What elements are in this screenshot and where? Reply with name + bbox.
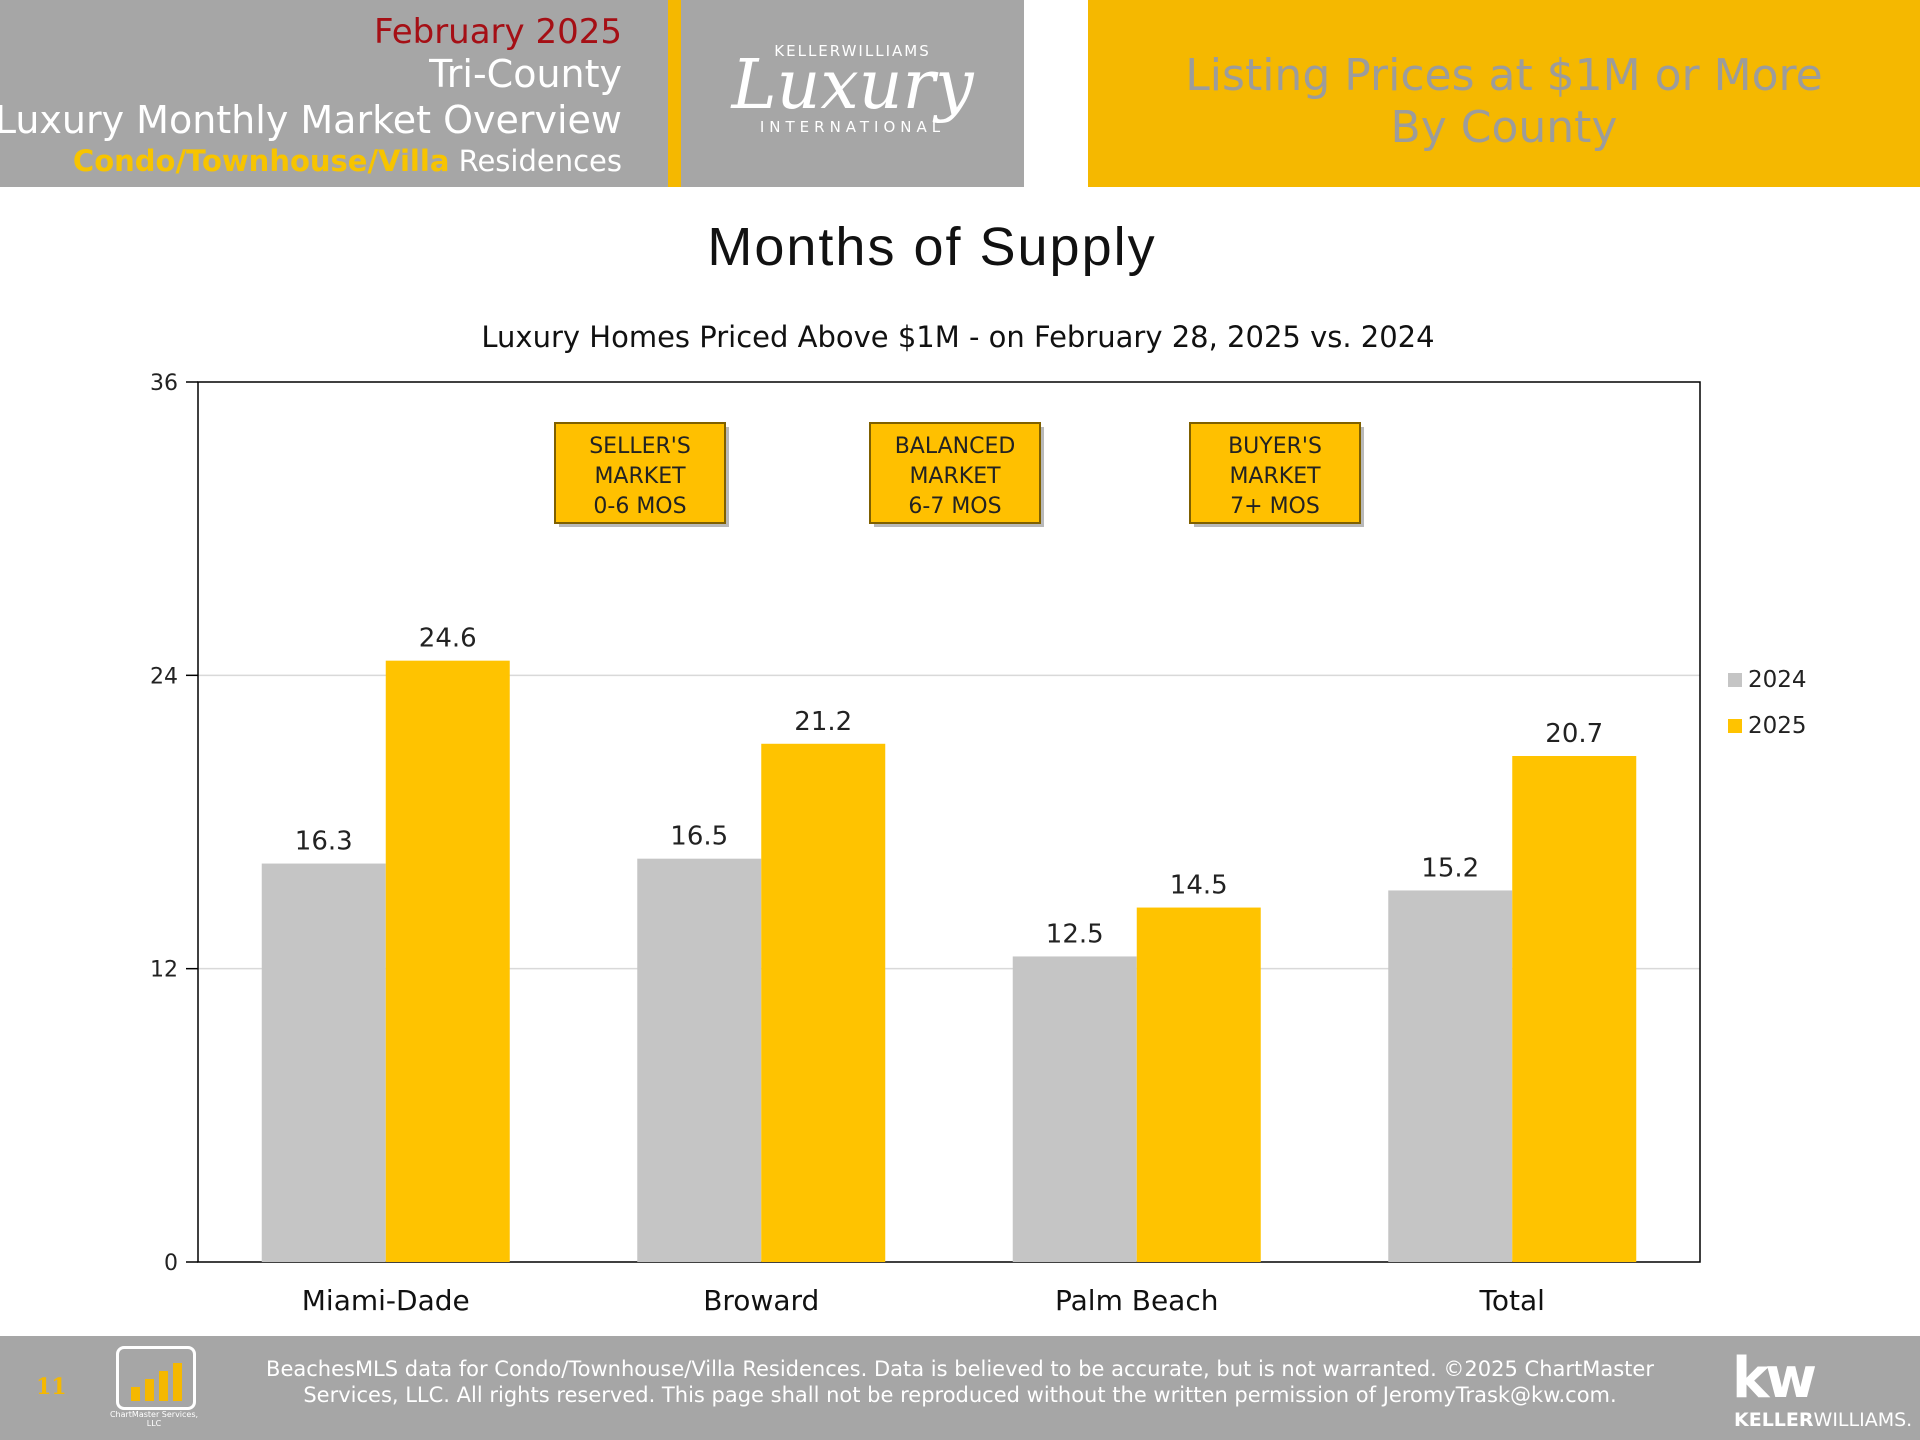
disclaimer: BeachesMLS data for Condo/Townhouse/Vill… [250, 1356, 1670, 1408]
chart-title: Months of Supply [707, 217, 1156, 277]
header-topic-panel: Listing Prices at $1M or More By County [1088, 0, 1920, 187]
disclaimer-line-1: BeachesMLS data for Condo/Townhouse/Vill… [266, 1357, 1654, 1381]
x-tick-label: Broward [703, 1284, 819, 1317]
data-label: 21.2 [794, 707, 852, 737]
bar-2024 [1012, 956, 1137, 1262]
annotation-text: SELLER'S [589, 434, 691, 459]
y-tick-label: 36 [150, 371, 178, 396]
subtitle-rest: Residences [449, 144, 622, 178]
plot-frame [197, 381, 1701, 1263]
x-tick-label: Palm Beach [1055, 1284, 1218, 1317]
header-title-panel: February 2025 Tri-County Luxury Monthly … [0, 0, 668, 187]
header-divider [668, 0, 681, 187]
disclaimer-line-2: Services, LLC. All rights reserved. This… [303, 1383, 1617, 1407]
data-label: 20.7 [1545, 719, 1603, 749]
annotation-text: MARKET [909, 464, 1001, 489]
logo-top-text: KELLERWILLIAMS [774, 42, 931, 60]
footer: 11 ChartMaster Services, LLC BeachesMLS … [0, 1336, 1920, 1440]
report-subtitle: Condo/Townhouse/Villa Residences [73, 144, 622, 178]
data-label: 14.5 [1170, 871, 1228, 901]
months-of-supply-chart: Months of Supply Luxury Homes Priced Abo… [150, 217, 1807, 1317]
data-label: 16.3 [295, 827, 353, 857]
page-number: 11 [36, 1374, 67, 1400]
data-label: 24.6 [419, 624, 477, 654]
legend-swatch [1728, 719, 1742, 733]
data-label: 15.2 [1421, 853, 1479, 883]
annotation-text: BALANCED [895, 434, 1016, 459]
plot-area: 0 12 24 36 16.3 24.6 Miami-Dade 16.5 21.2 Broward… [150, 371, 1807, 1317]
bar-2025 [761, 743, 886, 1262]
y-tick-label: 0 [164, 1251, 178, 1276]
topic-line-1: Listing Prices at $1M or More [1185, 50, 1823, 101]
chart-subtitle: Luxury Homes Priced Above $1M - on Febru… [481, 320, 1434, 354]
subtitle-accent: Condo/Townhouse/Villa [72, 144, 450, 178]
logo-bottom-text: INTERNATIONAL [759, 118, 946, 136]
report-region: Tri-County [429, 52, 622, 96]
legend-label: 2024 [1748, 667, 1807, 693]
kw-luxury-logo: KELLERWILLIAMS Luxury INTERNATIONAL [681, 0, 1024, 187]
annotation-text: BUYER'S [1228, 434, 1322, 459]
y-tick-label: 24 [150, 664, 178, 689]
logo-script-text: Luxury [731, 46, 974, 125]
legend-label: 2025 [1748, 713, 1807, 739]
bar-2025 [385, 660, 510, 1262]
annotation-text: 7+ MOS [1230, 494, 1320, 519]
bar-2025 [1512, 756, 1637, 1262]
annotation-text: 6-7 MOS [908, 494, 1001, 519]
annotation-box [554, 422, 726, 524]
bar-2024 [261, 863, 386, 1262]
annotation-box [869, 422, 1041, 524]
annotation-box [1189, 422, 1361, 524]
report-title: Luxury Monthly Market Overview [0, 98, 622, 142]
report-date: February 2025 [374, 12, 622, 52]
bar-2024 [637, 858, 762, 1262]
y-tick-label: 12 [150, 958, 178, 983]
kw-logo-mark: kw [1732, 1346, 1817, 1411]
annotation-text: 0-6 MOS [593, 494, 686, 519]
data-label: 12.5 [1046, 919, 1104, 949]
x-tick-label: Miami-Dade [302, 1284, 470, 1317]
chartmaster-logo-icon [116, 1346, 196, 1410]
chartmaster-logo-text: ChartMaster Services, LLC [109, 1410, 199, 1428]
data-label: 16.5 [670, 822, 728, 852]
kw-logo-wordmark: KELLERWILLIAMS. [1734, 1409, 1913, 1431]
bar-2025 [1136, 907, 1261, 1262]
bar-2024 [1388, 890, 1513, 1262]
annotation-text: MARKET [1229, 464, 1321, 489]
x-tick-label: Total [1479, 1284, 1545, 1317]
topic-line-2: By County [1390, 102, 1618, 153]
legend-swatch [1728, 673, 1742, 687]
annotation-text: MARKET [594, 464, 686, 489]
